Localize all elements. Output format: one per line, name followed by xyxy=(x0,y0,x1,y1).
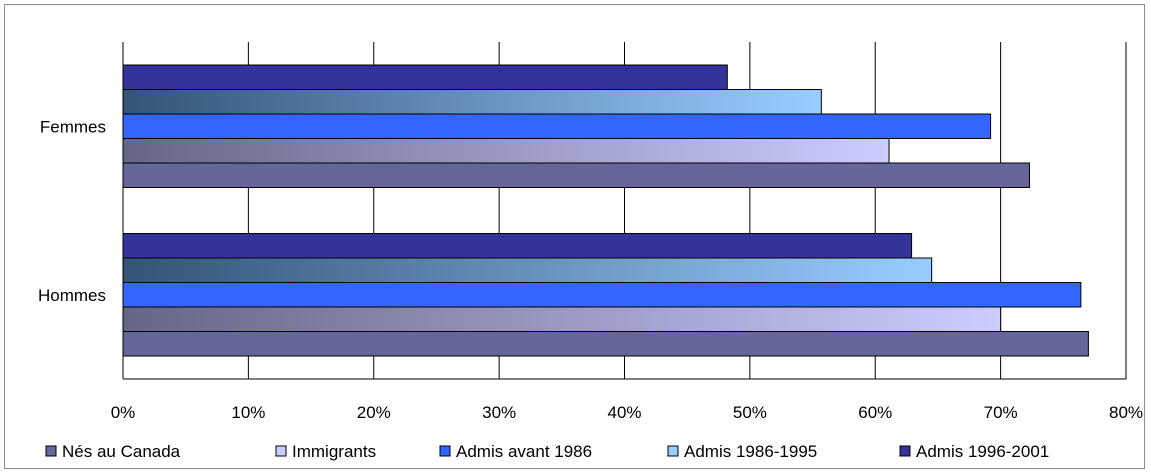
legend-label: Admis 1996-2001 xyxy=(916,442,1049,461)
x-tick-label: 40% xyxy=(607,403,641,422)
category-label: Hommes xyxy=(38,286,106,305)
x-tick-label: 60% xyxy=(858,403,892,422)
legend-swatch xyxy=(275,445,287,457)
legend-swatch xyxy=(899,445,911,457)
axes: 0% 10% 20% 30% 40% 50% 60% 70% 80% Hommes Femmes xyxy=(38,117,1143,422)
bar-hommes-series-2 xyxy=(122,282,1082,308)
x-tick-label: 50% xyxy=(733,403,767,422)
x-tick-label: 20% xyxy=(357,403,391,422)
bar-femmes-series-1 xyxy=(122,138,890,164)
legend-label: Admis 1986-1995 xyxy=(684,442,817,461)
bar-hommes-series-1 xyxy=(122,306,1002,332)
legend: Nés au Canada Immigrants Admis avant 1986 A… xyxy=(45,442,1049,461)
legend-swatch xyxy=(439,445,451,457)
bar-femmes-series-4 xyxy=(122,64,728,90)
bar-femmes-series-2 xyxy=(122,113,992,139)
x-tick-label: 0% xyxy=(111,403,136,422)
legend-swatch xyxy=(45,445,57,457)
bar-hommes-series-0 xyxy=(122,331,1089,357)
x-tick-label: 10% xyxy=(231,403,265,422)
legend-swatch xyxy=(667,445,679,457)
x-tick-label: 30% xyxy=(482,403,516,422)
legend-label: Admis avant 1986 xyxy=(456,442,592,461)
bars xyxy=(122,64,1089,357)
bar-hommes-series-3 xyxy=(122,257,933,283)
category-label: Femmes xyxy=(40,117,106,136)
bar-femmes-series-0 xyxy=(122,162,1030,188)
legend-label: Nés au Canada xyxy=(62,442,181,461)
x-tick-label: 70% xyxy=(984,403,1018,422)
x-tick-label: 80% xyxy=(1109,403,1143,422)
bar-hommes-series-4 xyxy=(122,233,913,259)
legend-label: Immigrants xyxy=(292,442,376,461)
bar-femmes-series-3 xyxy=(122,89,822,115)
